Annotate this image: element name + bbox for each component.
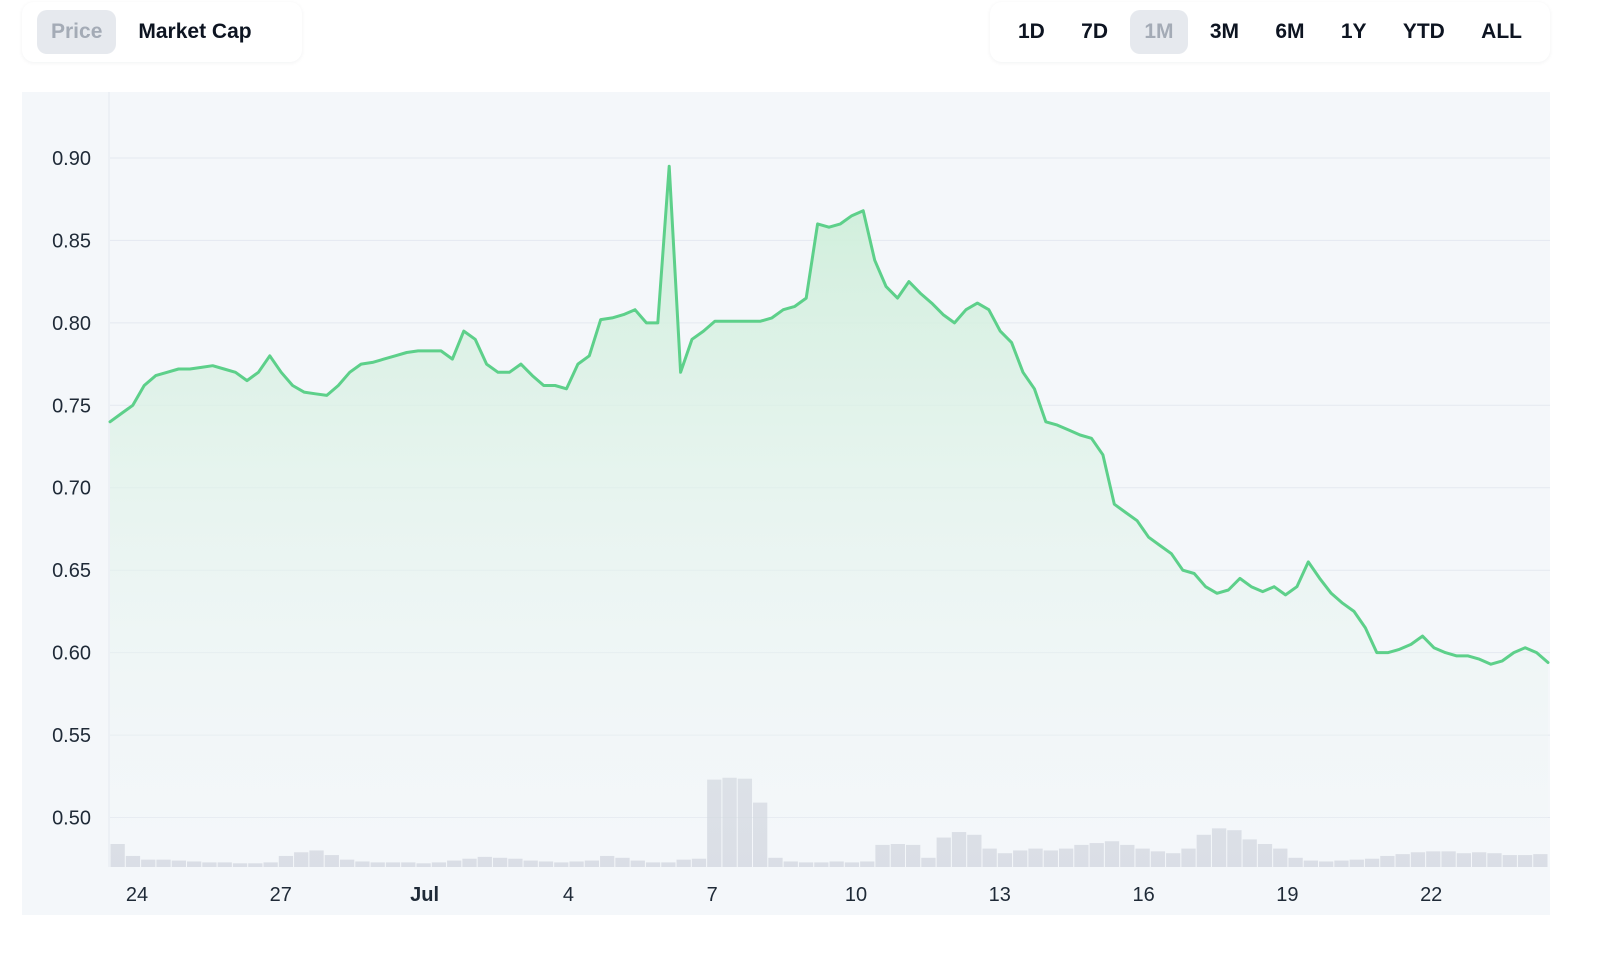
y-tick-label: 0.55 bbox=[52, 725, 91, 747]
range-button-3m[interactable]: 3M bbox=[1209, 20, 1240, 43]
y-tick-label: 0.65 bbox=[52, 560, 91, 582]
y-tick-label: 0.70 bbox=[52, 478, 91, 500]
y-tick-label: 0.85 bbox=[52, 230, 91, 252]
y-tick-label: 0.75 bbox=[52, 395, 91, 417]
x-tick-label: 22 bbox=[1420, 884, 1442, 906]
y-tick-label: 0.50 bbox=[52, 808, 91, 830]
time-range-selector: 1D 7D 1M 3M 6M 1Y YTD ALL bbox=[990, 2, 1550, 62]
x-tick-label: Jul bbox=[410, 884, 439, 906]
price-tab[interactable]: Price bbox=[37, 10, 117, 54]
range-button-all[interactable]: ALL bbox=[1481, 20, 1522, 43]
x-tick-label: 16 bbox=[1132, 884, 1154, 906]
chart-type-toggle: Price Market Cap bbox=[22, 2, 302, 62]
x-tick-label: 13 bbox=[989, 884, 1011, 906]
y-tick-label: 0.60 bbox=[52, 643, 91, 665]
y-tick-label: 0.80 bbox=[52, 313, 91, 335]
range-button-1d[interactable]: 1D bbox=[1018, 20, 1045, 43]
range-button-6m[interactable]: 6M bbox=[1275, 20, 1305, 43]
x-tick-label: 7 bbox=[707, 884, 718, 906]
x-tick-label: 10 bbox=[845, 884, 867, 906]
range-button-1y[interactable]: 1Y bbox=[1340, 20, 1367, 43]
y-tick-label: 0.90 bbox=[52, 148, 91, 170]
market-cap-tab[interactable]: Market Cap bbox=[138, 20, 252, 43]
x-tick-label: 27 bbox=[270, 884, 292, 906]
range-button-ytd[interactable]: YTD bbox=[1402, 20, 1445, 43]
range-button-1m[interactable]: 1M bbox=[1130, 10, 1188, 54]
x-tick-label: 4 bbox=[563, 884, 574, 906]
range-button-7d[interactable]: 7D bbox=[1081, 20, 1109, 43]
price-line bbox=[108, 164, 1550, 666]
x-tick-label: 19 bbox=[1276, 884, 1298, 906]
price-area-fill bbox=[110, 166, 1548, 867]
x-tick-label: 24 bbox=[126, 884, 148, 906]
